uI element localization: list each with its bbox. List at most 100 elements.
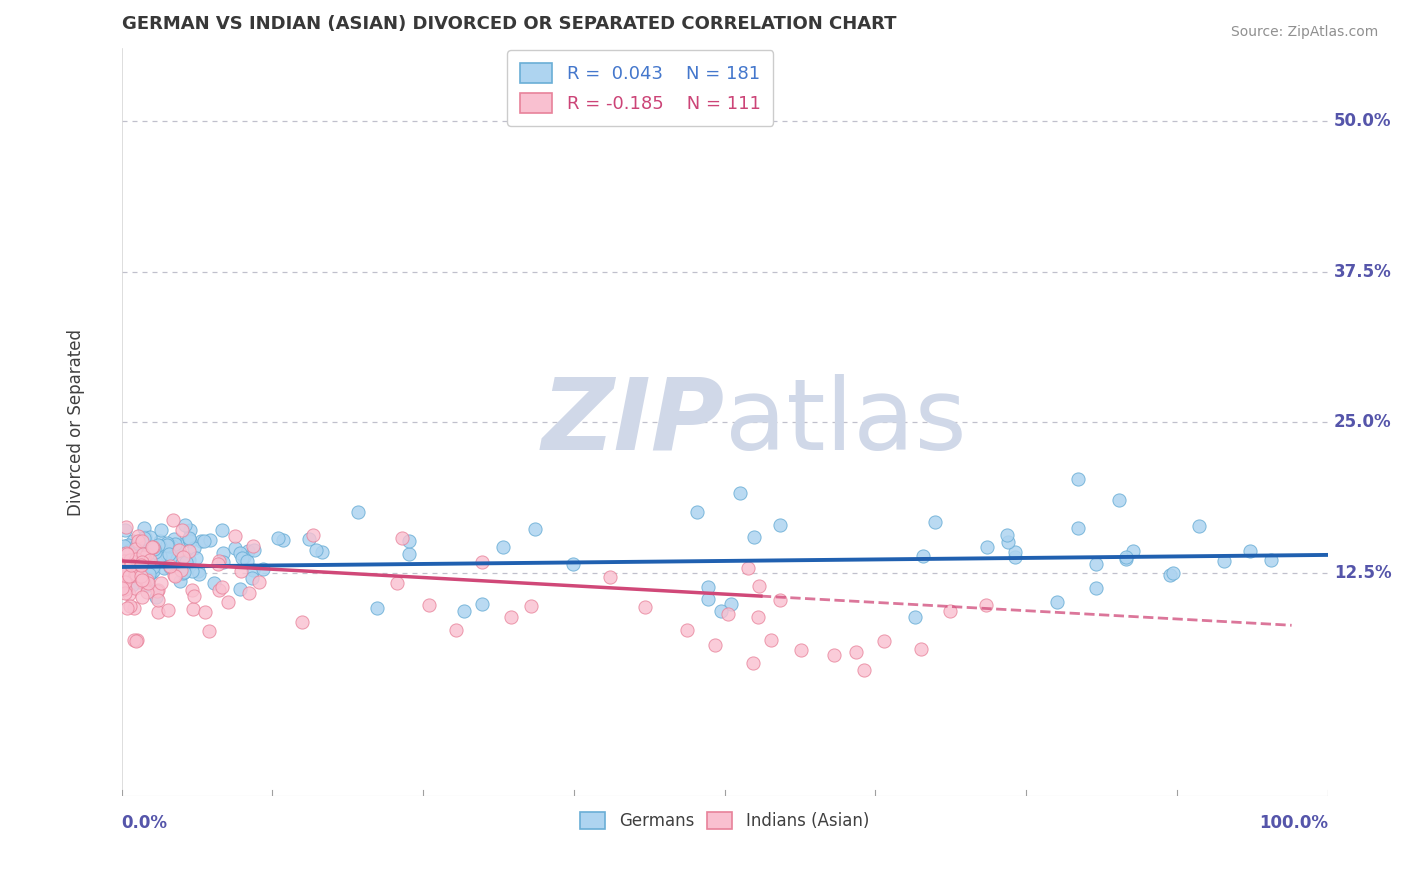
- Point: [125, 537, 148, 551]
- Point: [243, 542, 266, 557]
- Point: [157, 547, 180, 561]
- Point: [114, 554, 136, 568]
- Point: [233, 549, 256, 564]
- Point: [139, 542, 162, 557]
- Point: [995, 528, 1018, 542]
- Point: [212, 546, 235, 560]
- Point: [717, 607, 740, 621]
- Point: [174, 518, 197, 533]
- Text: atlas: atlas: [724, 374, 966, 471]
- Point: [391, 531, 413, 545]
- Point: [114, 586, 136, 600]
- Point: [398, 547, 420, 561]
- Point: [974, 599, 997, 613]
- Point: [121, 548, 143, 562]
- Point: [167, 543, 190, 558]
- Point: [173, 558, 195, 573]
- Point: [125, 634, 148, 648]
- Point: [242, 539, 264, 553]
- Point: [149, 539, 172, 553]
- Point: [1067, 472, 1090, 486]
- Point: [444, 623, 467, 637]
- Point: [129, 574, 152, 588]
- Point: [124, 569, 146, 583]
- Point: [165, 543, 187, 558]
- Point: [235, 554, 257, 568]
- Point: [180, 583, 202, 598]
- Point: [131, 558, 153, 573]
- Point: [124, 548, 146, 562]
- Point: [115, 601, 138, 615]
- Point: [143, 553, 166, 567]
- Point: [149, 576, 172, 591]
- Point: [134, 521, 156, 535]
- Point: [121, 578, 143, 592]
- Point: [160, 540, 183, 554]
- Point: [852, 664, 875, 678]
- Point: [224, 541, 246, 555]
- Point: [134, 552, 156, 566]
- Text: 0.0%: 0.0%: [122, 814, 167, 832]
- Point: [471, 597, 494, 611]
- Point: [141, 541, 163, 555]
- Point: [135, 552, 157, 566]
- Point: [159, 558, 181, 572]
- Point: [163, 536, 186, 550]
- Point: [599, 570, 621, 584]
- Point: [190, 534, 212, 549]
- Point: [177, 533, 200, 547]
- Point: [114, 520, 136, 534]
- Point: [1085, 581, 1108, 595]
- Point: [142, 564, 165, 578]
- Point: [150, 523, 173, 537]
- Point: [211, 581, 233, 595]
- Point: [823, 648, 845, 663]
- Point: [143, 540, 166, 554]
- Point: [1108, 492, 1130, 507]
- Point: [124, 552, 146, 566]
- Point: [117, 546, 139, 560]
- Point: [112, 574, 135, 589]
- Point: [134, 576, 156, 591]
- Point: [148, 549, 170, 564]
- Point: [759, 633, 782, 648]
- Point: [198, 533, 221, 548]
- Point: [131, 574, 153, 588]
- Point: [696, 581, 718, 595]
- Point: [112, 547, 135, 561]
- Point: [136, 573, 159, 587]
- Point: [562, 558, 585, 572]
- Point: [118, 562, 141, 576]
- Point: [179, 544, 201, 558]
- Point: [156, 536, 179, 550]
- Point: [134, 531, 156, 545]
- Point: [139, 566, 162, 580]
- Point: [114, 545, 136, 559]
- Point: [114, 545, 136, 559]
- Point: [124, 553, 146, 567]
- Point: [145, 590, 167, 604]
- Point: [211, 523, 233, 537]
- Text: 100.0%: 100.0%: [1258, 814, 1327, 832]
- Point: [252, 561, 274, 575]
- Point: [124, 581, 146, 595]
- Point: [520, 599, 543, 613]
- Point: [1004, 545, 1026, 559]
- Point: [704, 638, 727, 652]
- Point: [492, 541, 515, 555]
- Point: [129, 568, 152, 582]
- Point: [720, 598, 742, 612]
- Point: [1004, 550, 1026, 565]
- Point: [170, 556, 193, 570]
- Point: [202, 575, 225, 590]
- Point: [742, 657, 765, 671]
- Point: [127, 555, 149, 569]
- Point: [769, 518, 792, 533]
- Point: [181, 565, 204, 579]
- Point: [121, 549, 143, 563]
- Point: [146, 582, 169, 597]
- Point: [298, 532, 321, 546]
- Point: [1122, 544, 1144, 558]
- Point: [131, 590, 153, 604]
- Point: [111, 569, 134, 583]
